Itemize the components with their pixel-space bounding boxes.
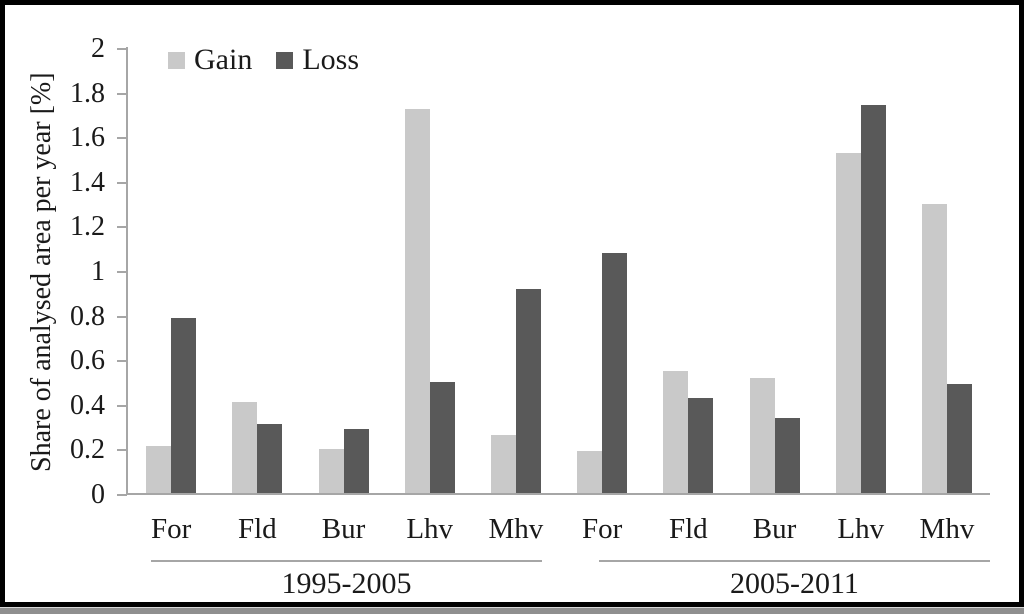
bar-loss [946, 384, 972, 493]
y-tick-mark [117, 360, 127, 363]
legend-label-gain: Gain [194, 43, 253, 76]
plot-area [128, 49, 990, 495]
y-tick-mark [117, 92, 127, 95]
bar-loss [257, 424, 283, 493]
x-category-label: For [581, 513, 623, 545]
bar-gain [749, 377, 775, 493]
bar-loss [688, 397, 714, 493]
category-slot [387, 49, 473, 493]
bar-gain [490, 435, 516, 493]
category-slot [128, 49, 214, 493]
category-slot [645, 49, 731, 493]
x-category-label: For [150, 513, 192, 545]
bar-gain [404, 108, 430, 493]
y-tick-mark [117, 449, 127, 452]
category-slot [904, 49, 990, 493]
y-tick-label: 1.4 [70, 166, 105, 198]
x-category-label: Mhv [488, 513, 544, 545]
x-category-label: Fld [668, 513, 708, 545]
y-tick-label: 0.2 [70, 434, 105, 466]
x-category-label: Bur [752, 513, 797, 545]
category-slot [818, 49, 904, 493]
period-label-2005-2011: 2005-2011 [730, 567, 859, 600]
loss-swatch [276, 51, 294, 69]
group-separator-2005-2011 [599, 560, 990, 562]
category-slot [300, 49, 386, 493]
y-tick-mark [117, 271, 127, 273]
x-category-label: Bur [321, 513, 366, 545]
category-slot [214, 49, 300, 493]
legend: Gain Loss [168, 45, 359, 75]
bar-loss [343, 428, 369, 493]
bar-loss [774, 417, 800, 493]
bar-gain [232, 401, 258, 493]
legend-item-loss: Loss [276, 45, 359, 75]
bar-loss [429, 382, 455, 493]
period-label-1995-2005: 1995-2005 [281, 567, 412, 600]
bar-loss [860, 104, 886, 493]
y-axis: 0 0.2 0.4 0.6 0.8 1 1.2 1.4 1.6 1.8 2 [5, 35, 127, 509]
y-tick-label: 1.8 [70, 77, 105, 109]
y-tick-mark [117, 226, 127, 229]
y-tick-label: 0.4 [70, 389, 105, 421]
group-separator-1995-2005 [151, 560, 542, 562]
x-category-label: Lhv [406, 513, 454, 545]
bar-gain [663, 370, 689, 493]
bar-gain [921, 204, 947, 493]
bar-loss [171, 317, 197, 493]
bar-loss [602, 253, 628, 493]
y-axis-line [126, 47, 128, 495]
x-category-label: Mhv [919, 513, 975, 545]
x-category-label: Lhv [837, 513, 885, 545]
y-tick-mark [117, 494, 127, 496]
x-axis-labels: For Fld Bur Lhv Mhv For Fld Bur Lhv Mhv [128, 513, 990, 545]
y-tick-mark [117, 137, 127, 140]
bar-loss [515, 288, 541, 493]
y-tick-mark [117, 181, 127, 184]
legend-item-gain: Gain [168, 45, 252, 75]
bar-gain [318, 448, 344, 493]
y-tick-mark [117, 315, 127, 318]
y-tick-label: 0.8 [70, 300, 105, 332]
y-tick-label: 1 [91, 256, 105, 287]
y-tick-label: 1.2 [70, 211, 105, 243]
category-slot [473, 49, 559, 493]
gain-swatch [168, 51, 185, 69]
bar-gain [577, 450, 603, 493]
bottom-edge-strip [0, 607, 1024, 614]
y-tick-label: 0 [91, 479, 105, 510]
bar-gain [146, 446, 172, 493]
category-slot [731, 49, 817, 493]
y-tick-mark [117, 48, 127, 50]
y-tick-label: 1.6 [70, 122, 105, 154]
y-tick-label: 0.6 [70, 345, 105, 377]
y-tick-label: 2 [91, 33, 105, 64]
bar-gain [835, 153, 861, 493]
category-slot [559, 49, 645, 493]
y-tick-mark [117, 404, 127, 407]
legend-label-loss: Loss [302, 43, 360, 76]
x-category-label: Fld [237, 513, 277, 545]
